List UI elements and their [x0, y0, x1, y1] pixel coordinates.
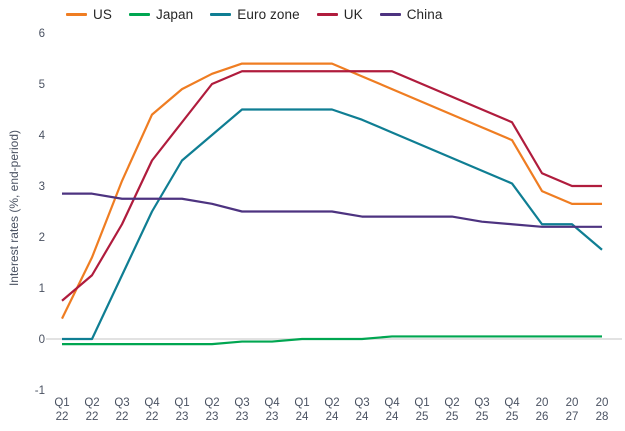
svg-text:Q1: Q1	[54, 397, 69, 409]
series-line-china	[62, 192, 602, 228]
legend-label-japan: Japan	[155, 7, 194, 22]
y-tick-1: 1	[39, 283, 45, 295]
svg-text:Q3: Q3	[354, 397, 369, 409]
legend-label-us: US	[93, 7, 112, 22]
svg-text:22: 22	[116, 411, 129, 423]
legend-swatch-euro-zone	[210, 12, 232, 17]
svg-text:Q2: Q2	[324, 397, 339, 409]
svg-text:20: 20	[596, 397, 609, 409]
series-lines	[61, 62, 603, 346]
svg-text:24: 24	[356, 411, 369, 423]
legend-item-uk: UK	[316, 7, 363, 22]
legend-swatch-china	[379, 12, 401, 17]
svg-text:Q4: Q4	[264, 397, 280, 409]
svg-text:25: 25	[446, 411, 459, 423]
svg-text:24: 24	[386, 411, 399, 423]
svg-text:Q2: Q2	[84, 397, 99, 409]
svg-text:Q1: Q1	[414, 397, 429, 409]
svg-text:25: 25	[506, 411, 519, 423]
y-axis-tick-labels: 6 5 4 3 2 1 0 -1	[35, 28, 46, 397]
svg-text:20: 20	[566, 397, 579, 409]
y-tick-6: 6	[39, 28, 45, 40]
legend-swatch-japan	[128, 12, 150, 17]
series-line-japan	[62, 335, 602, 346]
svg-text:Q4: Q4	[144, 397, 160, 409]
svg-text:Q1: Q1	[294, 397, 309, 409]
series-line-uk	[61, 70, 602, 302]
svg-text:Q2: Q2	[444, 397, 459, 409]
legend-item-us: US	[66, 7, 112, 22]
svg-text:22: 22	[146, 411, 159, 423]
y-tick-4: 4	[39, 130, 46, 142]
svg-text:23: 23	[206, 411, 219, 423]
x-axis-labels: Q122Q222Q322Q422Q123Q223Q323Q423Q124Q224…	[54, 397, 608, 423]
legend-item-china: China	[379, 7, 443, 22]
svg-text:23: 23	[176, 411, 189, 423]
legend-label-uk: UK	[343, 7, 363, 22]
legend-swatch-us	[66, 12, 87, 17]
y-tick-5: 5	[39, 79, 45, 91]
svg-text:Q3: Q3	[474, 397, 489, 409]
svg-text:23: 23	[236, 411, 249, 423]
svg-text:26: 26	[536, 411, 549, 423]
legend-item-japan: Japan	[128, 7, 194, 22]
y-tick-0: 0	[39, 334, 45, 346]
svg-text:20: 20	[536, 397, 549, 409]
svg-text:24: 24	[326, 411, 339, 423]
chart-legend: US Japan Euro zone UK China	[66, 7, 442, 22]
svg-text:24: 24	[296, 411, 309, 423]
y-tick-2: 2	[39, 232, 45, 244]
y-tick--1: -1	[35, 385, 45, 397]
legend-swatch-uk	[316, 12, 338, 17]
svg-text:22: 22	[56, 411, 69, 423]
y-tick-3: 3	[39, 181, 45, 193]
svg-text:25: 25	[416, 411, 429, 423]
svg-text:Q2: Q2	[204, 397, 219, 409]
svg-text:Q4: Q4	[504, 397, 520, 409]
svg-text:Q4: Q4	[384, 397, 400, 409]
svg-text:Q1: Q1	[174, 397, 189, 409]
svg-text:28: 28	[596, 411, 609, 423]
legend-label-euro-zone: Euro zone	[237, 7, 300, 22]
svg-text:27: 27	[566, 411, 579, 423]
legend-label-china: China	[406, 7, 443, 22]
svg-text:23: 23	[266, 411, 279, 423]
svg-text:Q3: Q3	[114, 397, 129, 409]
svg-text:Q3: Q3	[234, 397, 249, 409]
series-line-euro-zone	[62, 108, 603, 341]
legend-item-euro-zone: Euro zone	[210, 7, 300, 22]
svg-text:25: 25	[476, 411, 489, 423]
svg-text:22: 22	[86, 411, 99, 423]
series-line-us	[61, 62, 602, 320]
